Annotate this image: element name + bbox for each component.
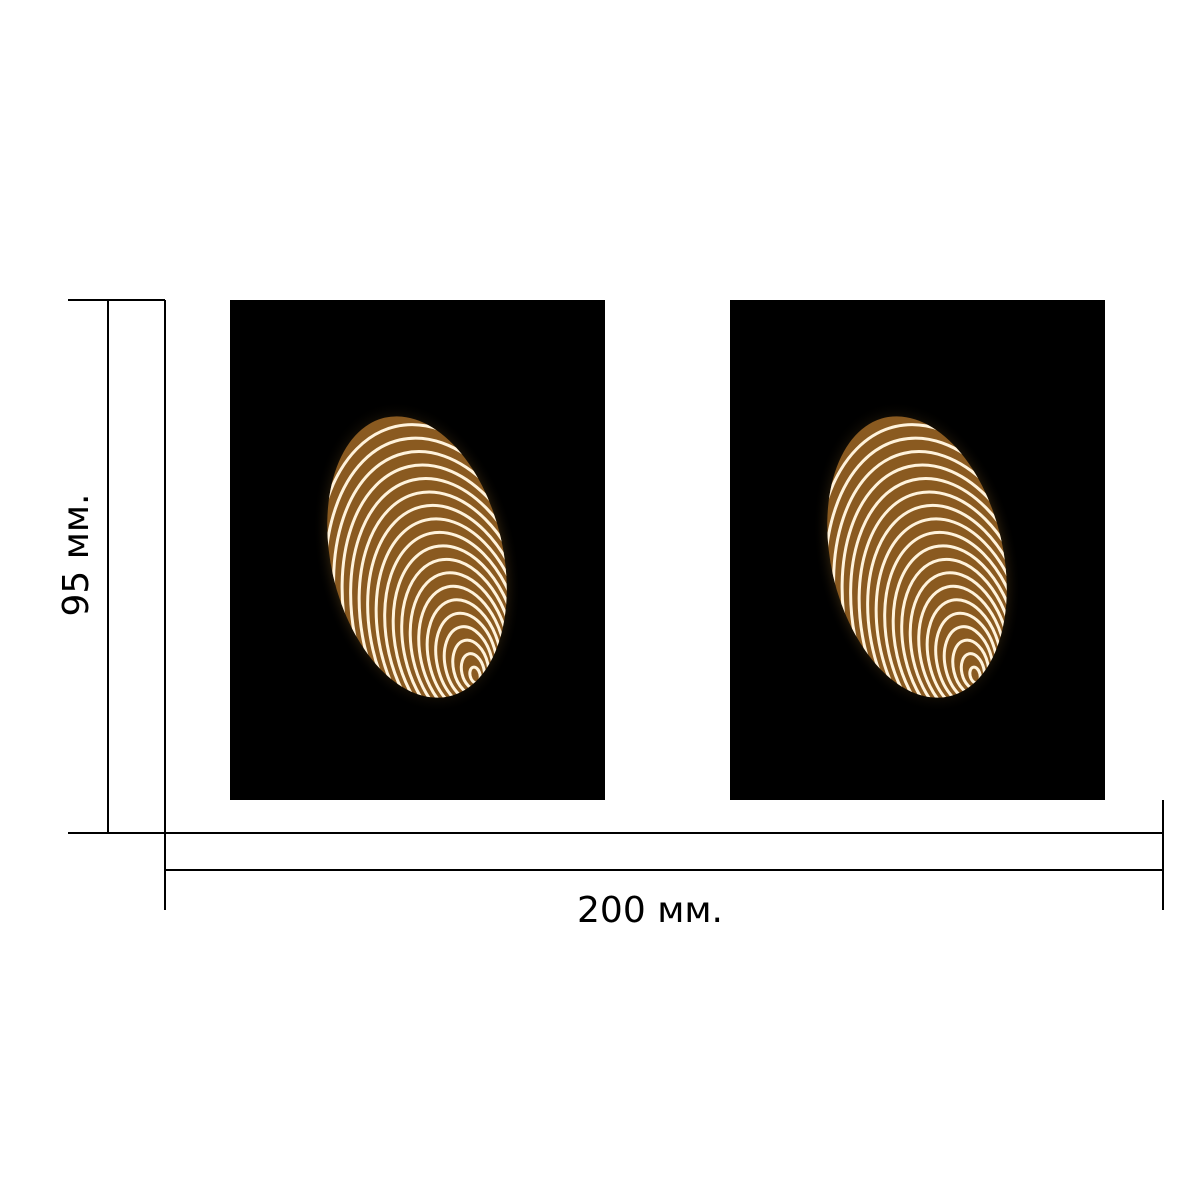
height-dimension: 95 мм. bbox=[56, 299, 166, 834]
width-label: 200 мм. bbox=[577, 890, 723, 931]
height-label: 95 мм. bbox=[56, 493, 97, 616]
width-dimension: 200 мм. bbox=[164, 800, 1164, 931]
